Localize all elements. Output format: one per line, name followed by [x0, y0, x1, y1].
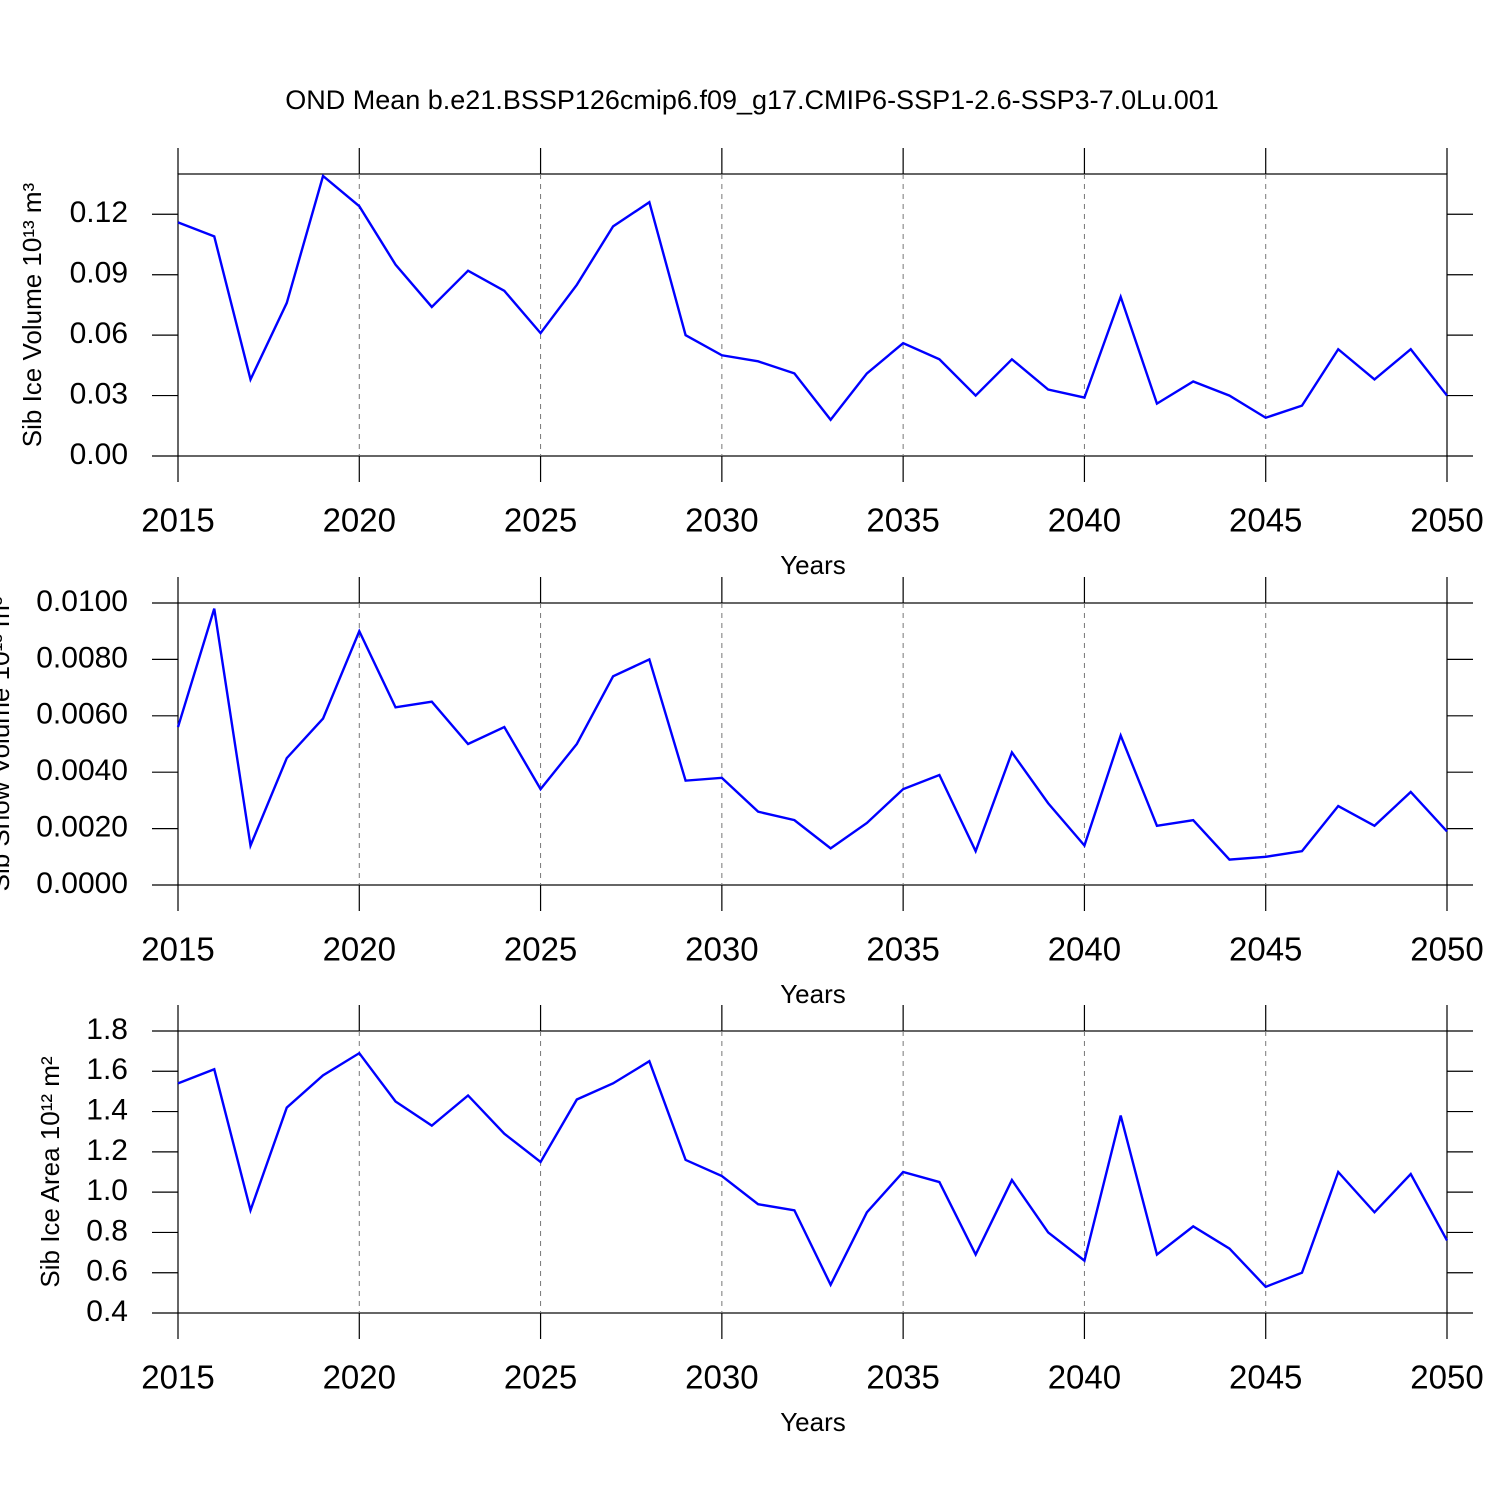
y-tick-label: 1.0 — [86, 1174, 128, 1207]
x-tick-label: 2020 — [323, 502, 396, 539]
x-tick-label: 2015 — [141, 1359, 214, 1396]
x-tick-label: 2040 — [1048, 1359, 1121, 1396]
y-tick-label: 0.0000 — [36, 867, 128, 900]
y-axis-label: Sib Ice Area 10¹² m² — [35, 1056, 65, 1288]
data-line — [177, 173, 1448, 422]
x-tick-label: 2050 — [1410, 931, 1483, 968]
x-axis-label: Years — [780, 1407, 846, 1437]
plot-frame — [177, 1030, 1448, 1314]
x-tick-label: 2035 — [866, 1359, 939, 1396]
y-tick-label: 1.4 — [86, 1093, 128, 1126]
x-tick-label: 2025 — [504, 1359, 577, 1396]
x-tick-label: 2025 — [504, 931, 577, 968]
y-tick-label: 0.8 — [86, 1214, 128, 1247]
y-axis-label: Sib Ice Volume 10¹³ m³ — [17, 182, 47, 447]
y-tick-label: 0.6 — [86, 1255, 128, 1288]
y-tick-label: 0.0080 — [36, 641, 128, 674]
y-tick-label: 0.4 — [86, 1295, 128, 1328]
x-tick-label: 2050 — [1410, 1359, 1483, 1396]
x-tick-label: 2030 — [685, 931, 758, 968]
data-line — [177, 1051, 1449, 1289]
x-tick-label: 2040 — [1048, 931, 1121, 968]
x-tick-label: 2035 — [866, 931, 939, 968]
y-tick-label: 1.8 — [86, 1013, 128, 1046]
x-axis-label: Years — [780, 550, 846, 580]
x-tick-label: 2020 — [323, 931, 396, 968]
x-tick-label: 2045 — [1229, 931, 1302, 968]
y-tick-label: 0.0060 — [36, 698, 128, 731]
y-tick-label: 0.0020 — [36, 811, 128, 844]
y-axis-label: Sib Snow Volume 10¹³ m³ — [0, 596, 15, 891]
y-tick-label: 0.00 — [70, 438, 128, 471]
x-tick-label: 2040 — [1048, 502, 1121, 539]
x-tick-label: 2020 — [323, 1359, 396, 1396]
y-tick-label: 0.06 — [70, 317, 128, 350]
plot-frame — [177, 173, 1448, 457]
x-tick-label: 2045 — [1229, 1359, 1302, 1396]
x-tick-label: 2030 — [685, 502, 758, 539]
plot-frame — [177, 602, 1448, 886]
y-tick-label: 1.6 — [86, 1053, 128, 1086]
x-tick-label: 2015 — [141, 502, 214, 539]
y-tick-label: 0.0100 — [36, 585, 128, 618]
x-tick-label: 2030 — [685, 1359, 758, 1396]
y-tick-label: 0.03 — [70, 377, 128, 410]
figure-title: OND Mean b.e21.BSSP126cmip6.f09_g17.CMIP… — [285, 85, 1219, 115]
x-tick-label: 2025 — [504, 502, 577, 539]
y-tick-label: 1.2 — [86, 1134, 128, 1167]
x-tick-label: 2050 — [1410, 502, 1483, 539]
y-tick-label: 0.09 — [70, 257, 128, 290]
x-tick-label: 2035 — [866, 502, 939, 539]
data-line — [176, 608, 1448, 861]
x-tick-label: 2015 — [141, 931, 214, 968]
y-tick-label: 0.0040 — [36, 754, 128, 787]
y-tick-label: 0.12 — [70, 196, 128, 229]
x-axis-label: Years — [780, 979, 846, 1009]
x-tick-label: 2045 — [1229, 502, 1302, 539]
